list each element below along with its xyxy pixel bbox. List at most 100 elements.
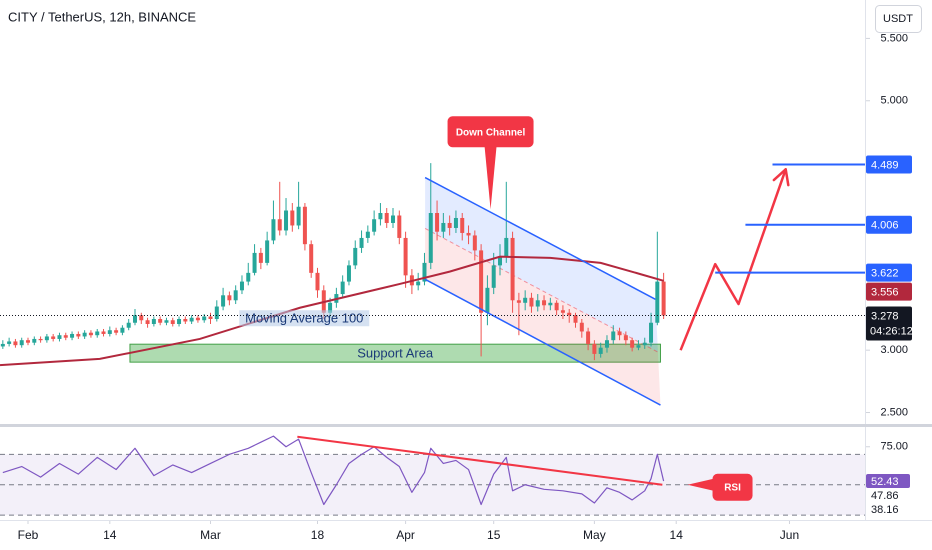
x-tick-label: Feb xyxy=(18,528,39,542)
price-label-box xyxy=(866,282,912,301)
candle-body xyxy=(649,322,654,343)
price-label: 3.622 xyxy=(871,268,899,280)
candle-body xyxy=(384,212,389,223)
rsi-value-box xyxy=(866,502,910,517)
candle-body xyxy=(504,237,509,257)
candle-body xyxy=(428,212,433,263)
candle-body xyxy=(195,317,200,321)
y-tick-label: 2.500 xyxy=(880,406,908,418)
candle-body xyxy=(233,290,238,301)
candle-body xyxy=(567,312,572,316)
price-label: 4.489 xyxy=(871,159,899,171)
candle-body xyxy=(542,300,547,306)
rsi-value-label: 52.43 xyxy=(871,476,899,488)
annotation-pointer xyxy=(484,146,497,210)
candle-body xyxy=(560,310,565,313)
candle-body xyxy=(164,320,169,323)
candle-body xyxy=(573,315,578,323)
candle-body xyxy=(19,340,24,346)
candle-body xyxy=(460,217,465,233)
candle-body xyxy=(170,320,175,324)
candle-body xyxy=(258,252,263,263)
candle-body xyxy=(340,281,345,295)
candle-body xyxy=(120,327,125,333)
candle-body xyxy=(246,272,251,282)
candle-body xyxy=(309,244,314,273)
candle-body xyxy=(32,338,37,343)
candle-body xyxy=(227,295,232,301)
candle-body xyxy=(378,212,383,220)
moving-average-label: Moving Average 100 xyxy=(245,311,363,326)
candle-body xyxy=(441,222,446,232)
candle-body xyxy=(403,237,408,276)
candle-body xyxy=(277,219,282,231)
candle-body xyxy=(611,331,616,341)
support-label: Support Area xyxy=(357,346,434,361)
candle-body xyxy=(44,336,49,341)
candle-body xyxy=(107,330,112,334)
candle-body xyxy=(158,318,163,323)
candle-body xyxy=(13,341,18,346)
candle-body xyxy=(214,306,219,319)
candle-body xyxy=(239,281,244,291)
moving-average-label-box xyxy=(239,310,370,327)
candle-body xyxy=(592,343,597,354)
x-tick-label: May xyxy=(583,528,606,542)
candle-body xyxy=(548,302,553,306)
candle-body xyxy=(26,340,31,343)
channel-upper-fill xyxy=(425,177,658,353)
channel-lower-fill xyxy=(425,228,661,406)
candle-body xyxy=(252,252,257,273)
candle-body xyxy=(265,240,270,263)
candle-body xyxy=(346,265,351,282)
candle-body xyxy=(76,333,81,337)
price-label-box xyxy=(866,306,912,341)
candle-body xyxy=(82,332,87,337)
overlay-layer: 4.489 4.006 3.622 3.556 3.278 04:26:12 52.43 47… xyxy=(866,155,913,517)
candle-body xyxy=(145,320,150,324)
candle-body xyxy=(7,341,12,344)
candle-body xyxy=(535,300,540,307)
candle-body xyxy=(177,318,182,324)
x-tick-label: 14 xyxy=(103,528,117,542)
candle-body xyxy=(604,340,609,348)
channel-line xyxy=(424,176,656,300)
candle-body xyxy=(296,206,301,226)
candle-body xyxy=(139,315,144,321)
x-tick-label: Jun xyxy=(780,528,799,542)
rsi-line xyxy=(2,435,665,506)
candle-body xyxy=(479,250,484,313)
candle-body xyxy=(435,212,440,232)
candle-body xyxy=(132,315,137,323)
price-label-box xyxy=(866,155,912,174)
candle-body xyxy=(95,331,100,336)
candle-body xyxy=(57,335,62,339)
y-tick-label: 5.000 xyxy=(880,95,908,107)
candle-body xyxy=(516,300,521,303)
candle-body xyxy=(0,343,5,347)
candle-body xyxy=(202,316,207,321)
rsi-annotation-pointer xyxy=(687,478,714,491)
channel-line xyxy=(424,278,661,406)
candle-body xyxy=(51,336,56,339)
rsi-value-box xyxy=(866,488,910,503)
currency-label[interactable]: USDT xyxy=(883,13,913,25)
x-tick-label: 18 xyxy=(311,528,325,542)
annotation-box xyxy=(447,116,534,148)
candle-body xyxy=(284,210,289,231)
candle-body xyxy=(328,302,333,313)
rsi-annotation-box xyxy=(712,473,753,501)
candle-body xyxy=(151,318,156,324)
candle-body xyxy=(359,237,364,248)
candle-body xyxy=(416,281,421,286)
candle-body xyxy=(472,235,477,251)
candle-body xyxy=(523,297,528,303)
price-label-box xyxy=(866,263,912,282)
candle-body xyxy=(598,347,603,354)
candle-body xyxy=(485,287,490,313)
currency-box[interactable] xyxy=(875,5,922,33)
candle-body xyxy=(579,322,584,332)
price-label: 4.006 xyxy=(871,220,899,232)
candle-body xyxy=(114,330,119,333)
